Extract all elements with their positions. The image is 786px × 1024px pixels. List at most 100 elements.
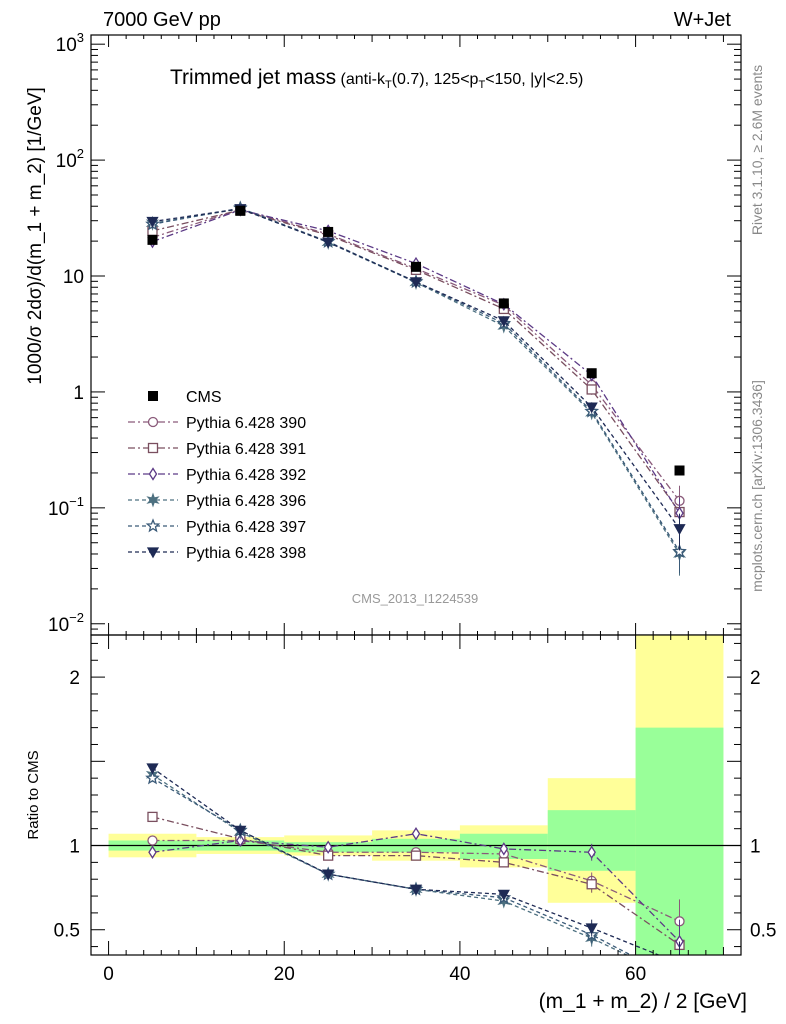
x-tick-label: 20	[274, 964, 295, 985]
x-tick-label: 40	[449, 964, 470, 985]
title-detail-part: (anti-k	[341, 71, 386, 88]
legend-marker	[147, 442, 159, 454]
data-point	[322, 237, 335, 249]
legend-entry: Pythia 6.428 398	[128, 545, 306, 562]
ratio-point	[409, 884, 423, 896]
data-point	[585, 402, 598, 414]
main-y-tick-label: 10−1	[48, 494, 84, 520]
legend-marker	[148, 391, 158, 401]
series-cms-data	[147, 205, 685, 476]
main-y-tick-label: 102	[56, 146, 84, 172]
main-y-tick-label: 1	[73, 383, 84, 404]
ratio-lines	[145, 763, 685, 986]
cms-data-point	[411, 261, 421, 272]
legend-entry: Pythia 6.428 391	[128, 441, 306, 458]
ratio-point	[146, 763, 159, 775]
ratio-point	[236, 833, 245, 848]
x-tick-label: 60	[625, 964, 646, 985]
uncertainty-band-stat	[547, 810, 636, 871]
ratio-point	[147, 811, 158, 823]
legend-entry: CMS	[148, 389, 222, 406]
legend-marker	[148, 467, 158, 481]
analysis-id: CMS_2013_I1224539	[352, 591, 479, 606]
ratio-point	[586, 879, 597, 890]
ratio-point	[145, 770, 160, 785]
ratio-point	[674, 974, 685, 985]
data-point	[672, 543, 687, 558]
legend-label: Pythia 6.428 391	[186, 441, 306, 458]
ratio-point	[585, 923, 598, 935]
ratio-point	[497, 889, 510, 901]
legend-marker	[145, 518, 161, 533]
ratio-point	[675, 975, 685, 986]
ratio-uncertainty-bands	[91, 635, 741, 955]
main-axis-ticks: 10−2 10−1 1 10 102 103	[48, 30, 741, 636]
legend: CMS Pythia 6.428 390 Pythia 6.428 391 Pythi…	[128, 389, 306, 562]
data-point	[673, 524, 686, 536]
ratio-series-pythia-6.428-392	[148, 827, 684, 955]
x-axis-label: (m_1 + m_2) / 2 [GeV]	[539, 990, 747, 1013]
ratio-axis-ticks: 0 20 40 60 0.5 0.5 1 1 2 2	[54, 635, 776, 985]
main-y-tick-label: 10	[63, 267, 84, 288]
ratio-y-tick-label: 2	[69, 668, 80, 689]
plot-title: Trimmed jet mass (anti-kT(0.7), 125<pT<1…	[170, 66, 583, 91]
data-point	[497, 316, 510, 328]
ratio-point	[148, 845, 157, 859]
legend-entry: Pythia 6.428 392	[128, 467, 306, 484]
data-point	[409, 277, 423, 289]
data-point	[586, 384, 597, 395]
ratio-point	[234, 825, 247, 837]
ratio-y-axis-label: Ratio to CMS	[25, 750, 42, 839]
legend-entry: Pythia 6.428 396	[128, 492, 306, 510]
main-y-tick-label: 10−2	[48, 610, 84, 636]
subscript-t: T	[478, 79, 485, 91]
cms-data-point	[323, 226, 334, 237]
series-pythia-6.428-391	[147, 204, 685, 534]
subscript-t: T	[385, 79, 392, 91]
ratio-y-tick-label-right: 2	[750, 668, 761, 689]
legend-entry: Pythia 6.428 390	[128, 415, 306, 432]
cms-data-point	[147, 234, 158, 245]
x-tick-label: 0	[103, 964, 114, 985]
title-detail-part: (0.7), 125<p	[392, 71, 479, 88]
ratio-point	[675, 959, 685, 968]
ratio-y-tick-label-right: 1	[750, 837, 761, 858]
ratio-point	[147, 835, 158, 846]
cms-data-point	[586, 368, 597, 379]
legend-marker	[147, 416, 159, 428]
cms-data-point	[235, 205, 246, 216]
ratio-point	[322, 869, 335, 881]
ratio-series-group	[145, 763, 685, 986]
ratio-point	[323, 840, 333, 854]
cms-data-point	[498, 298, 509, 309]
legend-label: Pythia 6.428 392	[186, 467, 306, 484]
legend-label: Pythia 6.428 397	[186, 519, 306, 536]
series-pythia-6.428-392	[148, 203, 684, 535]
ratio-point	[410, 850, 422, 861]
ratio-y-tick-label: 1	[69, 837, 80, 858]
ratio-series-pythia-6.428-398	[146, 763, 685, 968]
ratio-point	[587, 845, 596, 859]
legend-label: Pythia 6.428 390	[186, 415, 306, 432]
ratio-point	[411, 827, 421, 841]
mcplots-note: mcplots.cern.ch [arXiv:1306.3436]	[749, 380, 765, 592]
main-y-tick-label: 103	[56, 30, 84, 56]
legend-label: Pythia 6.428 396	[186, 493, 306, 510]
main-y-axis-label: 1000/σ 2dσ)/d(m_1 + m_2) [1/GeV]	[25, 87, 46, 385]
ratio-y-tick-label-right: 0.5	[750, 921, 776, 942]
plot-title-main: Trimmed jet mass	[170, 66, 336, 89]
process-label: W+Jet	[674, 9, 732, 31]
legend-marker	[146, 547, 160, 559]
data-point	[146, 216, 159, 228]
legend-label: Pythia 6.428 398	[186, 545, 306, 562]
rivet-note: Rivet 3.1.10, ≥ 2.6M events	[749, 65, 765, 235]
ratio-y-tick-label: 0.5	[54, 921, 80, 942]
collision-label: 7000 GeV pp	[103, 9, 221, 31]
legend-marker	[146, 492, 160, 508]
main-series-group	[145, 200, 687, 576]
legend-entry: Pythia 6.428 397	[128, 518, 306, 536]
ratio-point	[499, 842, 509, 856]
legend-label: CMS	[186, 389, 222, 406]
cms-data-point	[674, 465, 685, 476]
